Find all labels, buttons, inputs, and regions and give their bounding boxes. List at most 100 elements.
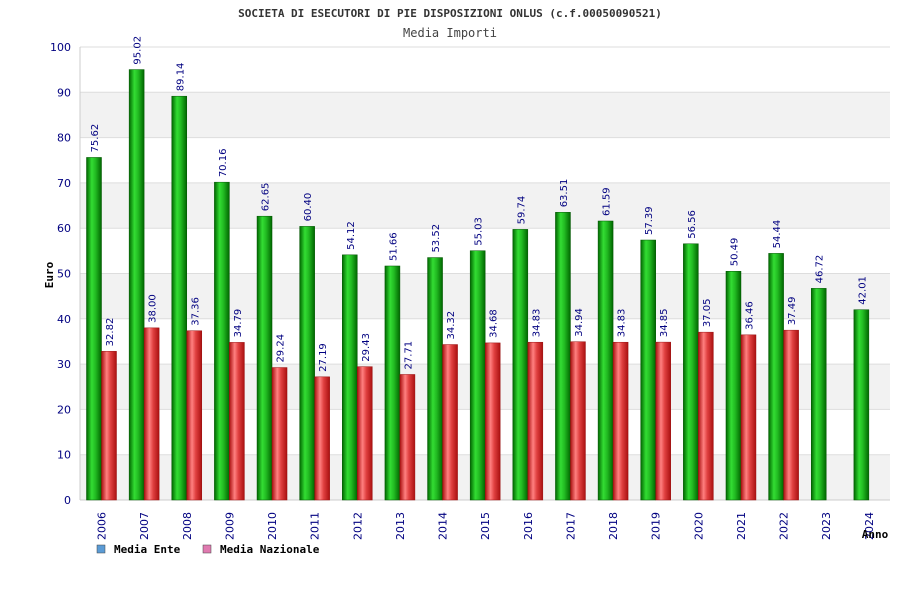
bar-value-label: 37.05	[702, 299, 713, 328]
x-tick-label: 2010	[266, 512, 279, 540]
chart-title: SOCIETA DI ESECUTORI DI PIE DISPOSIZIONI…	[238, 7, 662, 20]
bar-media-nazionale	[271, 367, 288, 501]
bar-media-ente	[512, 229, 529, 501]
y-tick-label: 20	[57, 403, 71, 416]
bar-value-label: 54.44	[772, 220, 783, 249]
bar-media-ente	[342, 254, 358, 501]
bar-media-ente	[555, 212, 571, 501]
bar-media-nazionale	[740, 334, 757, 501]
bar-media-nazionale	[101, 351, 117, 501]
x-tick-label: 2015	[479, 512, 492, 540]
y-tick-label: 30	[57, 358, 71, 371]
bar-media-nazionale	[527, 341, 544, 501]
x-tick-label: 2019	[650, 512, 663, 540]
bar-value-label: 34.83	[531, 309, 542, 338]
bar-media-ente	[640, 239, 656, 501]
grid-band	[80, 182, 890, 229]
bar-value-label: 75.62	[90, 124, 101, 153]
x-tick-label: 2016	[522, 512, 535, 540]
bar-media-nazionale	[442, 344, 458, 501]
bar-value-label: 34.83	[617, 309, 628, 338]
bar-value-label: 29.24	[276, 334, 287, 363]
bar-value-label: 63.51	[559, 179, 570, 208]
y-axis-label: Euro	[43, 261, 56, 288]
x-tick-label: 2008	[181, 512, 194, 540]
x-tick-label: 2014	[437, 512, 450, 540]
bar-value-label: 38.00	[148, 294, 159, 323]
x-tick-label: 2022	[778, 512, 791, 540]
bar-media-ente	[128, 69, 145, 501]
bar-value-label: 60.40	[303, 193, 314, 222]
bar-value-label: 29.43	[361, 333, 372, 362]
y-tick-label: 80	[57, 132, 71, 145]
bar-media-nazionale	[612, 341, 629, 501]
bar-media-ente	[384, 265, 401, 501]
bar-media-nazionale	[229, 342, 245, 501]
bar-value-label: 34.79	[233, 309, 244, 338]
bar-value-label: 89.14	[175, 63, 186, 92]
x-tick-label: 2024	[863, 512, 876, 540]
bar-value-label: 59.74	[516, 196, 527, 225]
x-tick-label: 2020	[692, 512, 705, 540]
x-axis-ticks: 2006 2007 2008 2009 2010 2011 2012 2013 2014 2015…	[96, 512, 876, 540]
x-axis-label: Anno	[862, 528, 889, 541]
bar-media-nazionale	[484, 342, 501, 501]
legend-label-media-nazionale: Media Nazionale	[220, 543, 320, 556]
x-tick-label: 2023	[820, 512, 833, 540]
y-tick-label: 70	[57, 177, 71, 190]
y-tick-label: 40	[57, 313, 71, 326]
x-tick-label: 2012	[351, 512, 364, 540]
x-tick-label: 2006	[96, 512, 109, 540]
y-tick-label: 0	[64, 494, 71, 507]
bar-value-label: 53.52	[431, 224, 442, 253]
bar-media-ente	[214, 181, 230, 501]
bar-media-ente	[256, 215, 273, 501]
bar-media-ente	[853, 309, 870, 501]
y-tick-label: 100	[50, 41, 71, 54]
bar-value-label: 46.72	[815, 255, 826, 284]
bar-media-ente	[810, 288, 827, 501]
bar-media-nazionale	[357, 366, 373, 501]
y-tick-label: 90	[57, 86, 71, 99]
bar-value-label: 95.02	[133, 36, 144, 65]
bar-media-ente	[86, 157, 102, 501]
bar-value-label: 51.66	[388, 232, 399, 261]
legend-swatch-media-ente	[96, 544, 106, 554]
legend-swatch-media-nazionale	[202, 544, 212, 554]
bar-value-label: 34.32	[446, 311, 457, 340]
bar-value-label: 70.16	[218, 149, 229, 178]
x-tick-label: 2017	[564, 512, 577, 540]
x-tick-label: 2009	[223, 512, 236, 540]
bar-value-label: 50.49	[729, 238, 740, 267]
bar-value-label: 57.39	[644, 206, 655, 235]
x-tick-label: 2011	[309, 512, 322, 540]
bar-value-label: 37.36	[190, 297, 201, 326]
bar-value-label: 42.01	[857, 276, 868, 305]
bar-value-label: 32.82	[105, 318, 116, 347]
bar-value-label: 55.03	[474, 217, 485, 246]
y-tick-label: 50	[57, 268, 71, 281]
bar-media-nazionale	[143, 327, 160, 501]
legend-item-media-nazionale: Media Nazionale	[202, 543, 320, 556]
x-tick-label: 2018	[607, 512, 620, 540]
bar-value-label: 27.19	[318, 343, 329, 372]
bar-media-nazionale	[570, 341, 586, 501]
bar-value-label: 34.85	[659, 308, 670, 337]
bar-media-ente	[683, 243, 699, 501]
legend: Media Ente Media Nazionale	[96, 543, 320, 556]
bar-media-ente	[768, 253, 784, 501]
grid-band	[80, 92, 890, 138]
legend-label-media-ente: Media Ente	[114, 543, 181, 556]
bar-value-label: 36.46	[744, 301, 755, 330]
x-tick-label: 2007	[138, 512, 151, 540]
bar-media-nazionale	[314, 376, 330, 501]
bar-value-label: 62.65	[261, 183, 272, 212]
y-axis-ticks: 0 10 20 30 40 50 60 70 80 90 100	[50, 41, 71, 507]
bar-media-ente	[171, 95, 188, 501]
bar-media-ente	[299, 226, 315, 501]
bar-media-nazionale	[399, 374, 416, 501]
x-tick-label: 2021	[735, 512, 748, 540]
bar-media-ente	[597, 220, 614, 501]
bar-value-label: 34.94	[574, 308, 585, 337]
